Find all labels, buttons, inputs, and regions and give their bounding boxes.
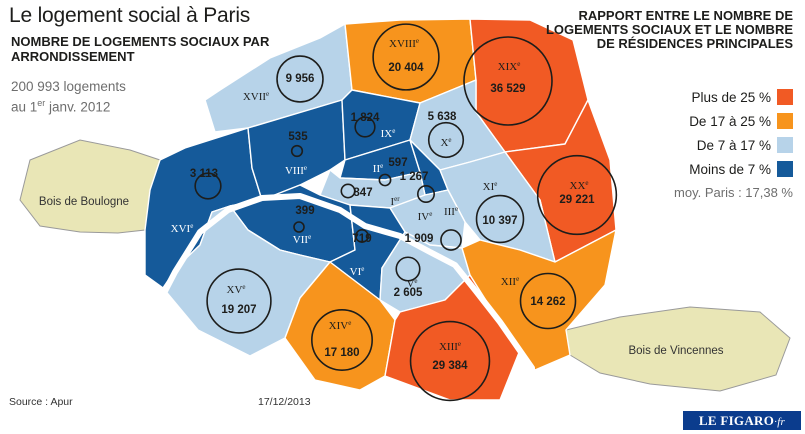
circle-VI (355, 229, 369, 243)
le-figaro-logo: LE FIGARO·fr (683, 411, 801, 430)
circle-XIII (409, 320, 491, 402)
arrondissement-label-VI: VIe (350, 265, 365, 278)
circle-VII (293, 221, 305, 233)
arrondissement-label-XX: XXe (570, 179, 589, 192)
arrondissement-label-IX: IXe (381, 127, 396, 140)
value-label-XII: 14 262 (530, 296, 565, 308)
legend-item-under-7: Moins de 7 % (689, 157, 793, 181)
arrondissement-label-XI: XIe (483, 180, 498, 193)
bois-de-vincennes (565, 306, 791, 392)
value-label-IV: 1 909 (405, 233, 434, 245)
arrondissement-label-VIII: VIIIe (285, 164, 307, 177)
arrondissement-label-XVIII: XVIIIe (389, 37, 419, 50)
value-label-XI: 10 397 (482, 215, 517, 227)
circle-XVII (276, 55, 324, 103)
circle-II (378, 173, 392, 187)
value-label-XVI: 3 113 (190, 168, 218, 180)
total-line-2: au 1er janv. 2012 (11, 98, 111, 115)
arrondissement-XIV (284, 261, 396, 391)
circle-VIII (290, 144, 304, 158)
publication-date: 17/12/2013 (258, 396, 311, 408)
legend-label: Plus de 25 % (691, 89, 771, 105)
bois-de-vincennes-label: Bois de Vincennes (628, 345, 723, 357)
value-label-XVIII: 20 404 (388, 62, 424, 74)
value-label-X: 5 638 (428, 111, 457, 123)
arrondissement-label-XV: XVe (227, 283, 246, 296)
value-label-XV: 19 207 (221, 304, 256, 316)
legend-label: De 7 à 17 % (696, 137, 771, 153)
circle-III (417, 185, 435, 203)
legend-item-17-25: De 17 à 25 % (689, 109, 793, 133)
circle-XII (519, 272, 577, 330)
value-label-XVII: 9 956 (286, 73, 315, 85)
legend-item-over-25: Plus de 25 % (689, 85, 793, 109)
value-label-I: 847 (353, 187, 372, 199)
source-credit: Source : Apur (9, 396, 73, 408)
arrondissement-label-IV: IVe (418, 210, 433, 223)
arrondissement-label-XIII: XIIIe (439, 340, 461, 353)
legend-label: Moins de 7 % (689, 161, 771, 177)
arrondissement-label-I: Ier (390, 195, 400, 208)
circle-XIV (311, 309, 373, 371)
bois-de-boulogne-label: Bois de Boulogne (39, 196, 129, 208)
arrondissement-label-XVII: XVIIe (243, 90, 269, 103)
arrondissement-label-XVI: XVIe (171, 222, 194, 235)
legend-swatch (777, 113, 793, 129)
circle-X (427, 121, 465, 159)
circle-IV (440, 229, 462, 251)
page-subtitle: NOMBRE DE LOGEMENTS SOCIAUX PAR ARRONDIS… (11, 34, 270, 64)
circle-IX (354, 116, 376, 138)
bois-de-boulogne (19, 139, 161, 234)
circle-XV (206, 268, 272, 334)
arrondissement-label-II: IIe (373, 162, 383, 175)
total-housing: 200 993 logements au 1er janv. 2012 (11, 79, 126, 116)
arrondissement-label-III: IIIe (444, 205, 458, 218)
legend: Plus de 25 % De 17 à 25 % De 7 à 17 % Mo… (689, 85, 793, 181)
arrondissement-label-XII: XIIe (501, 275, 519, 288)
value-label-VIII: 535 (288, 131, 308, 143)
arrondissement-label-X: Xe (440, 136, 451, 149)
value-label-IX: 1 824 (351, 112, 380, 124)
value-label-II: 597 (388, 157, 407, 169)
circle-XVI (194, 172, 222, 200)
circle-V (395, 256, 421, 282)
legend-swatch (777, 89, 793, 105)
arrondissement-label-XIX: XIXe (498, 60, 521, 73)
arrondissement-label-XIV: XIVe (329, 319, 352, 332)
page-title: Le logement social à Paris (9, 4, 251, 27)
arrondissement-label-VII: VIIe (293, 233, 311, 246)
legend-label: De 17 à 25 % (689, 113, 771, 129)
value-label-XIV: 17 180 (324, 347, 359, 359)
circle-XI (475, 194, 525, 244)
value-label-V: 2 605 (394, 287, 423, 299)
legend-swatch (777, 161, 793, 177)
legend-item-7-17: De 7 à 17 % (689, 133, 793, 157)
value-label-VI: 719 (352, 233, 371, 245)
arrondissement-label-V: Ve (406, 277, 417, 290)
value-label-III: 1 267 (400, 171, 429, 183)
value-label-XIII: 29 384 (432, 360, 468, 372)
value-label-XIX: 36 529 (490, 83, 525, 95)
circle-XIX (463, 36, 553, 126)
value-label-VII: 399 (295, 205, 314, 217)
circle-I (340, 183, 356, 199)
paris-average: moy. Paris : 17,38 % (674, 185, 793, 200)
legend-swatch (777, 137, 793, 153)
seine-river (115, 193, 535, 371)
circle-XX (536, 154, 618, 236)
total-line-1: 200 993 logements (11, 79, 126, 94)
circle-XVIII (372, 23, 440, 91)
value-label-XX: 29 221 (559, 194, 595, 206)
legend-title: RAPPORT ENTRE LE NOMBRE DE LOGEMENTS SOC… (545, 8, 793, 51)
